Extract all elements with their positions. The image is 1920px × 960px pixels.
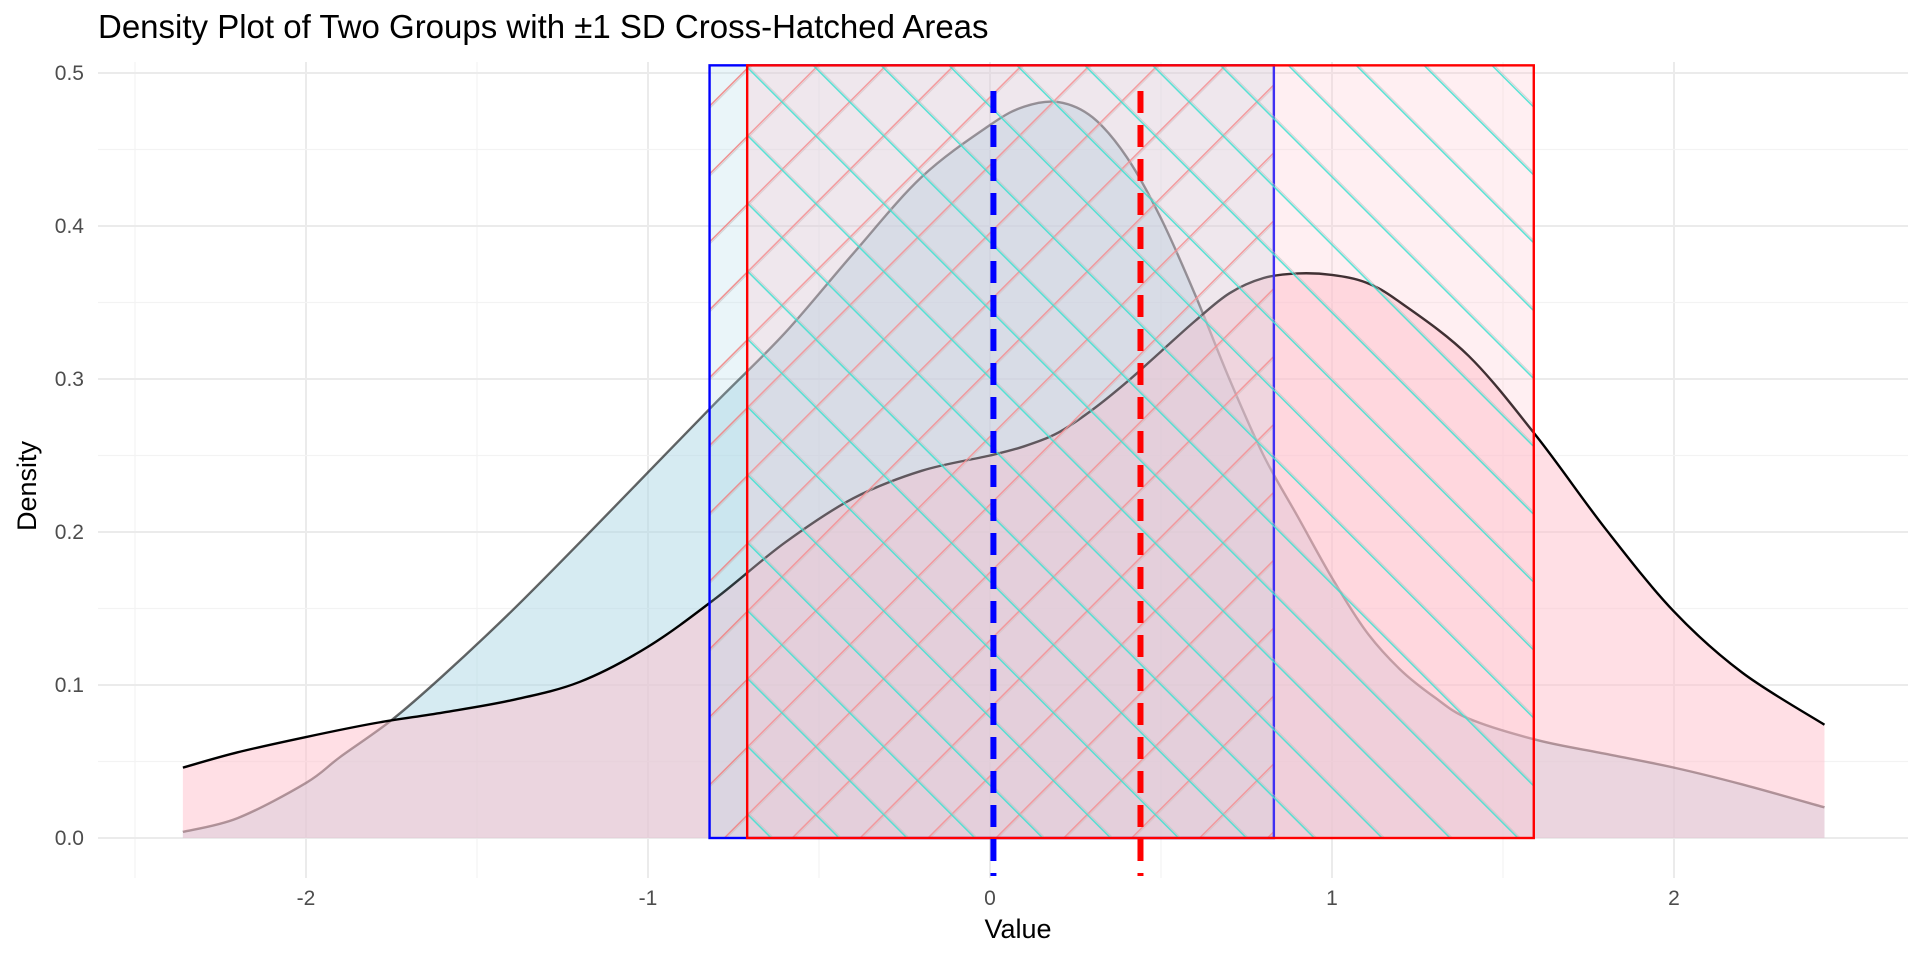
x-axis-ticks: -2 -1 0 1 2	[297, 887, 1680, 910]
chart-title: Density Plot of Two Groups with ±1 SD Cr…	[98, 8, 989, 45]
y-tick-label: 0.1	[55, 674, 84, 697]
y-axis-ticks: 0.0 0.1 0.2 0.3 0.4 0.5	[55, 62, 85, 850]
sd-areas	[708, 64, 1535, 840]
x-tick-label: 0	[984, 887, 996, 910]
x-tick-label: 2	[1668, 887, 1680, 910]
y-tick-label: 0.0	[55, 827, 84, 850]
y-tick-label: 0.4	[55, 215, 85, 238]
y-axis-title: Density	[12, 440, 42, 531]
y-tick-label: 0.5	[55, 62, 84, 85]
sd-area-border-2	[745, 64, 1535, 840]
x-tick-label: 1	[1326, 887, 1338, 910]
y-tick-label: 0.2	[55, 521, 84, 544]
x-tick-label: -1	[639, 887, 658, 910]
mean-lines	[990, 91, 1144, 876]
x-tick-label: -2	[297, 887, 316, 910]
x-axis-title: Value	[984, 914, 1051, 944]
y-tick-label: 0.3	[55, 368, 84, 391]
